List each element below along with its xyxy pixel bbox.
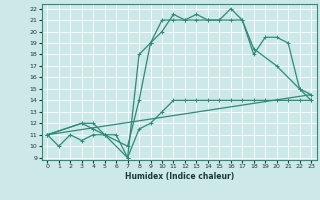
X-axis label: Humidex (Indice chaleur): Humidex (Indice chaleur) <box>124 172 234 181</box>
